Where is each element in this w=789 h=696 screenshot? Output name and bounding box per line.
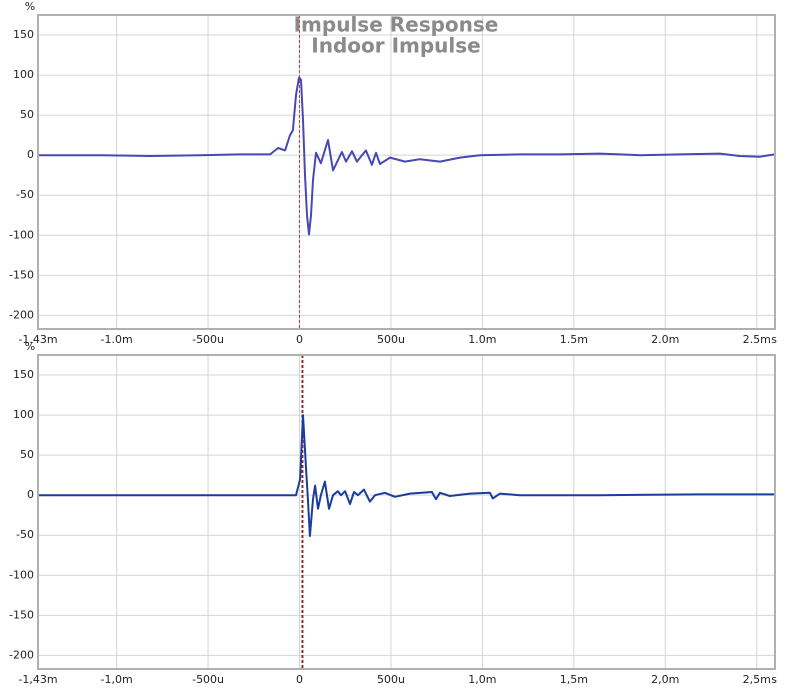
chart-title: Impulse Response — [294, 13, 499, 37]
y-tick-label: 150 — [13, 368, 34, 381]
y-tick-label: -200 — [9, 308, 34, 321]
x-tick-label: 500u — [377, 673, 405, 686]
y-tick-label: -150 — [9, 608, 34, 621]
x-tick-label: 1.0m — [468, 333, 496, 346]
y-tick-label: 50 — [20, 448, 34, 461]
data-line — [38, 76, 775, 236]
y-tick-label: -50 — [16, 188, 34, 201]
y-tick-label: -100 — [9, 568, 34, 581]
x-tick-label: 1,5m — [560, 673, 588, 686]
plot-border — [37, 354, 776, 670]
chart-subtitle: Indoor Impulse — [311, 34, 480, 58]
x-tick-label: 0 — [296, 333, 303, 346]
y-tick-label: -100 — [9, 228, 34, 241]
plot-area — [37, 14, 776, 330]
x-tick-label: 1.5m — [560, 333, 588, 346]
x-tick-label: 1,0m — [468, 673, 496, 686]
y-unit-label: % — [25, 0, 35, 13]
x-tick-label: 0 — [296, 673, 303, 686]
y-tick-label: 50 — [20, 108, 34, 121]
x-tick-label: 2,0m — [651, 673, 679, 686]
y-tick-label: -50 — [16, 528, 34, 541]
plot-border — [37, 14, 776, 330]
y-tick-label: 100 — [13, 408, 34, 421]
y-tick-label: -150 — [9, 268, 34, 281]
y-tick-label: 150 — [13, 28, 34, 41]
x-tick-label: 2.5m — [743, 333, 771, 346]
y-tick-label: 0 — [27, 148, 34, 161]
y-unit-label: % — [25, 340, 35, 353]
x-tick-label: -500u — [192, 673, 224, 686]
y-tick-label: 0 — [27, 488, 34, 501]
x-unit-label: s — [771, 333, 777, 346]
x-tick-label: -1.43m — [18, 333, 57, 346]
data-line — [38, 414, 775, 537]
x-tick-label: -1,43m — [18, 673, 57, 686]
x-tick-label: -1,0m — [101, 673, 133, 686]
x-tick-label: -500u — [192, 333, 224, 346]
x-tick-label: 2.0m — [651, 333, 679, 346]
x-tick-label: 500u — [377, 333, 405, 346]
y-tick-label: -200 — [9, 648, 34, 661]
x-unit-label: s — [771, 673, 777, 686]
x-tick-label: -1.0m — [101, 333, 133, 346]
x-tick-label: 2,5m — [743, 673, 771, 686]
y-tick-label: 100 — [13, 68, 34, 81]
plot-area — [37, 354, 776, 670]
